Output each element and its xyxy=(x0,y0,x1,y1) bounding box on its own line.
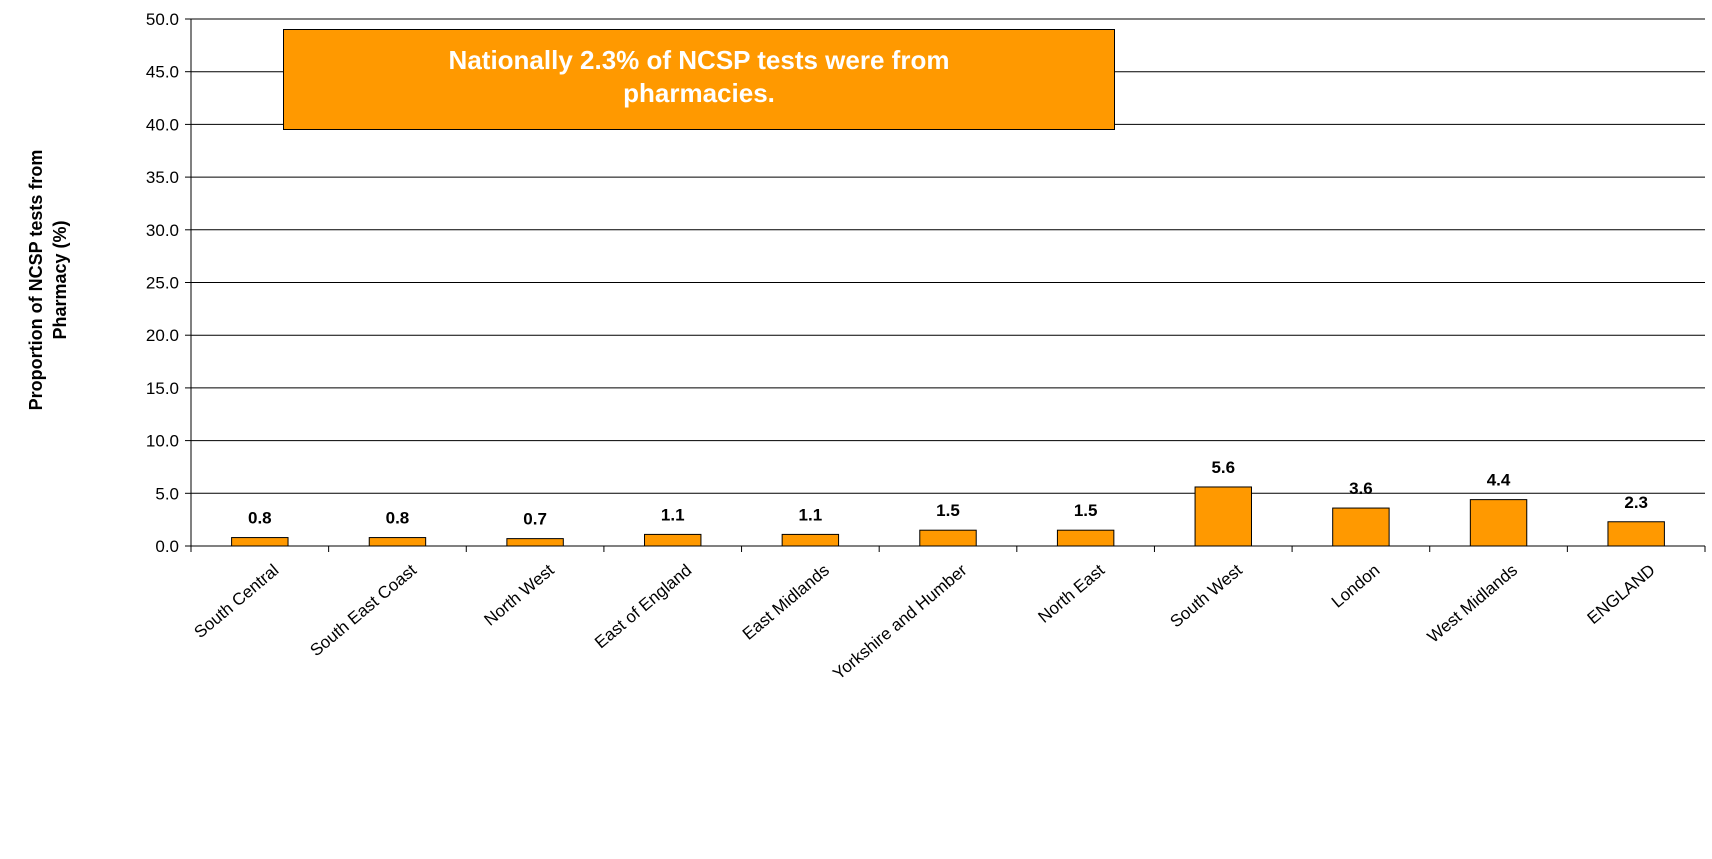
x-tick-label: South West xyxy=(1167,560,1247,631)
x-tick-label: Yorkshire and Humber xyxy=(829,560,971,683)
bar xyxy=(506,538,564,547)
x-tick-label: West Midlands xyxy=(1424,561,1521,647)
y-axis-label: Proportion of NCSP tests from Pharmacy (… xyxy=(26,149,70,411)
annotation: Nationally 2.3% of NCSP tests were from … xyxy=(283,29,1115,130)
data-label: 2.3 xyxy=(1624,493,1648,512)
bar xyxy=(368,537,427,547)
y-tick-label: 15.0 xyxy=(146,379,179,398)
y-tick-label: 25.0 xyxy=(146,274,179,293)
y-tick-label: 45.0 xyxy=(146,63,179,82)
y-tick-label: 40.0 xyxy=(146,115,179,134)
y-tick-label: 30.0 xyxy=(146,221,179,240)
x-tick-label: North West xyxy=(481,560,558,629)
bar xyxy=(1194,486,1252,547)
bar xyxy=(644,533,702,547)
data-label: 1.5 xyxy=(1074,501,1098,520)
data-label: 1.5 xyxy=(936,501,960,520)
y-tick-label: 5.0 xyxy=(155,484,179,503)
data-label: 1.1 xyxy=(799,505,823,524)
data-label: 1.1 xyxy=(661,505,685,524)
data-label: 4.4 xyxy=(1487,471,1511,490)
bar xyxy=(1469,499,1528,547)
data-label: 0.8 xyxy=(386,509,410,528)
bar xyxy=(1056,529,1115,547)
x-tick-label: East of England xyxy=(591,561,695,653)
x-tick-label: ENGLAND xyxy=(1584,561,1659,628)
x-tick-label: South East Coast xyxy=(306,560,420,660)
y-tick-label: 0.0 xyxy=(155,537,179,556)
y-tick-label: 20.0 xyxy=(146,326,179,345)
data-label: 5.6 xyxy=(1211,458,1235,477)
bar xyxy=(781,533,840,547)
x-tick-label: South Central xyxy=(191,561,283,642)
bar xyxy=(231,537,289,547)
bar xyxy=(1607,521,1665,547)
x-tick-label: North East xyxy=(1034,560,1108,626)
y-tick-label: 50.0 xyxy=(146,10,179,29)
bar xyxy=(919,529,977,547)
x-tick-label: East Midlands xyxy=(739,561,833,644)
data-label: 0.8 xyxy=(248,509,272,528)
y-tick-label: 35.0 xyxy=(146,168,179,187)
y-tick-label: 10.0 xyxy=(146,432,179,451)
bar xyxy=(1332,507,1390,547)
data-label: 3.6 xyxy=(1349,479,1373,498)
data-label: 0.7 xyxy=(523,510,547,529)
x-tick-label: London xyxy=(1328,561,1384,612)
